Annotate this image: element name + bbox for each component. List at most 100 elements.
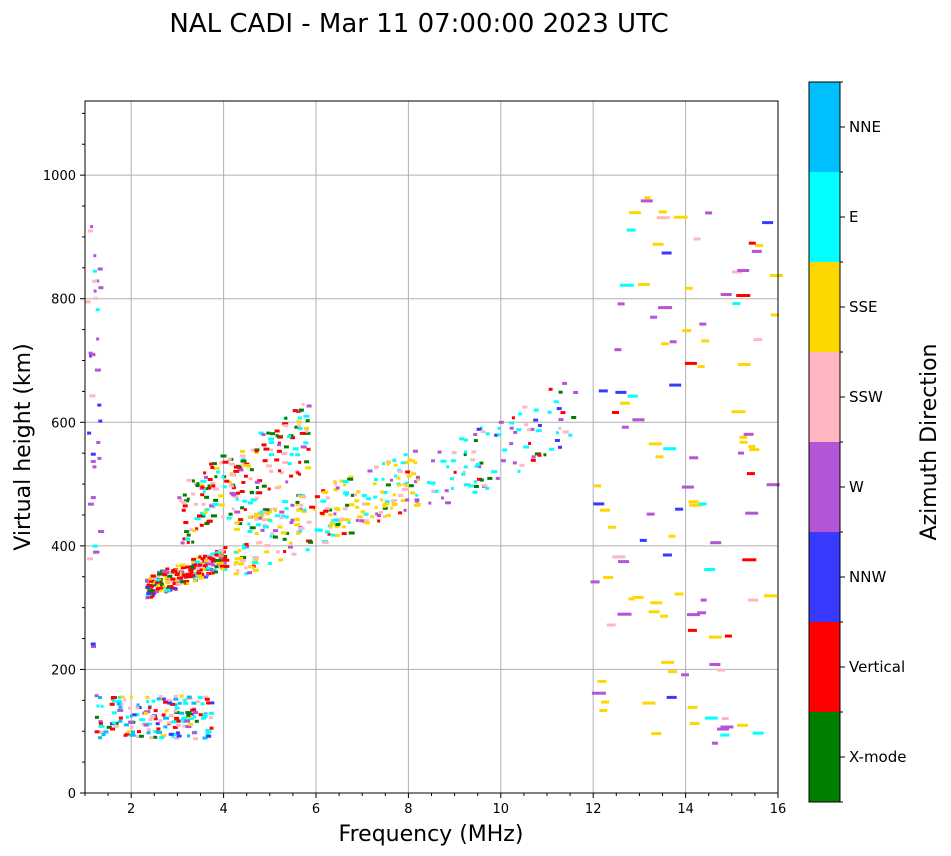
echo-point [147,589,154,593]
echo-point [441,496,444,500]
echo-point [470,458,476,462]
echo-point [656,216,670,220]
echo-point [170,702,175,706]
echo-point [355,519,359,522]
echo-point [171,720,177,724]
echo-point [184,719,191,723]
echo-point [709,663,721,666]
echo-point [335,523,341,526]
echo-point [731,410,746,414]
echo-point [234,521,239,525]
echo-point [305,419,310,423]
echo-point [168,577,172,581]
echo-point [223,554,228,558]
echo-point [188,712,194,716]
echo-point [164,579,170,583]
echo-point [235,550,240,554]
echo-point [474,480,477,484]
echo-point [97,696,102,699]
echo-point [219,461,223,465]
echo-point [537,453,542,457]
echo-point [327,532,331,536]
echo-point [237,549,242,553]
echo-point [743,432,754,436]
echo-point [211,559,216,563]
echo-point [186,478,192,482]
echo-point [298,529,303,533]
y-tick-label: 0 [68,787,76,802]
echo-point [179,499,183,503]
y-tick-label: 600 [51,416,76,431]
echo-point [163,716,169,720]
echo-point [241,481,246,484]
echo-point [658,210,667,214]
echo-point [174,719,181,723]
echo-point [746,472,755,476]
echo-point [269,507,273,511]
echo-point [175,564,179,568]
echo-point [762,221,774,225]
echo-point [367,469,373,473]
echo-point [288,545,293,549]
echo-point [168,586,175,590]
echo-point [118,719,123,723]
chart-title: NAL CADI - Mar 11 07:00:00 2023 UTC [169,9,668,39]
echo-point [406,474,412,478]
echo-point [737,723,748,727]
echo-point [109,702,115,706]
echo-point [256,491,263,495]
echo-point [319,511,325,515]
echo-point [612,555,626,559]
echo-point [261,433,266,437]
echo-point [150,574,156,578]
echo-point [200,702,205,706]
echo-point [277,435,283,439]
echo-point [182,724,186,728]
echo-point [346,518,351,522]
echo-point [660,614,668,618]
echo-point [153,717,158,721]
echo-point [238,562,245,566]
echo-point [168,732,174,736]
echo-point [98,720,103,724]
echo-point [179,711,185,715]
echo-point [261,443,267,447]
echo-point [332,480,337,484]
echo-point [136,703,140,707]
echo-point [397,470,403,473]
echo-point [149,715,155,718]
colorbar-segment-nnw [809,532,840,622]
echo-point [258,540,263,544]
echo-point [186,695,192,699]
echo-point [612,411,619,414]
y-axis-label: Virtual height (km) [11,343,36,550]
echo-point [249,526,256,530]
echo-point [212,487,219,491]
echo-point [254,449,258,453]
echo-point [600,508,610,512]
echo-point [628,211,641,215]
echo-point [437,450,442,454]
echo-point [234,510,241,514]
echo-point [112,699,116,703]
echo-point [179,694,184,698]
echo-point [97,456,102,460]
echo-point [211,514,217,518]
echo-point [247,522,251,526]
echo-point [374,478,378,482]
echo-point [648,442,662,446]
echo-point [287,462,292,466]
echo-point [274,514,280,518]
echo-point [639,538,647,542]
echo-point [96,704,100,708]
echo-point [214,565,219,569]
echo-point [202,715,208,719]
echo-point [426,481,431,484]
echo-point [446,465,450,469]
echo-point [384,500,390,504]
echo-point [305,466,312,470]
echo-point [231,486,236,490]
echo-point [402,482,407,486]
echo-point [663,447,677,451]
echo-point [365,502,371,506]
